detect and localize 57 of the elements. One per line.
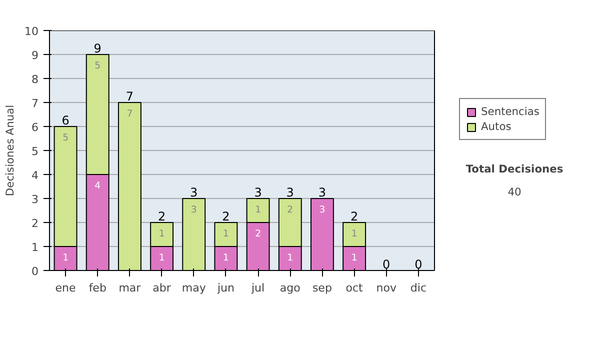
- y-tick-label: 10: [24, 25, 39, 38]
- total-label: 3: [254, 186, 262, 200]
- y-axis-title: Decisiones Anual: [4, 104, 17, 196]
- x-tick-label: jun: [216, 282, 234, 294]
- total-label: 2: [158, 210, 166, 224]
- data-label: 3: [319, 204, 326, 216]
- data-label: 7: [126, 108, 133, 120]
- data-label: 1: [158, 252, 165, 264]
- data-label: 1: [287, 252, 294, 264]
- x-tick-label: abr: [152, 282, 172, 294]
- data-label: 2: [255, 228, 262, 240]
- data-label: 1: [255, 204, 262, 216]
- y-tick-label: 8: [32, 73, 38, 86]
- total-label: 7: [126, 90, 134, 104]
- data-label: 1: [222, 228, 229, 240]
- x-tick-label: mar: [118, 282, 142, 294]
- x-tick-label: feb: [88, 282, 106, 294]
- data-label: 2: [287, 204, 294, 216]
- y-tick-label: 1: [32, 241, 38, 254]
- data-label: 3: [190, 204, 197, 216]
- y-tick-label: 9: [32, 49, 38, 62]
- data-label: 1: [351, 252, 358, 264]
- data-label: 4: [94, 180, 101, 192]
- y-tick-label: 7: [32, 97, 38, 110]
- total-label: 3: [318, 186, 326, 200]
- total-label: 2: [222, 210, 230, 224]
- y-tick-label: 6: [32, 121, 38, 134]
- x-tick-label: sep: [312, 282, 332, 294]
- total-label: 0: [414, 258, 422, 272]
- total-label: 9: [94, 42, 102, 56]
- total-label: 2: [350, 210, 358, 224]
- data-label: 1: [222, 252, 229, 264]
- y-tick-label: 5: [32, 145, 38, 158]
- y-tick-label: 3: [32, 193, 38, 206]
- data-label: 5: [62, 132, 69, 144]
- data-label: 1: [158, 228, 165, 240]
- data-label: 1: [62, 252, 69, 264]
- total-label: 3: [190, 186, 198, 200]
- data-label: 5: [94, 60, 101, 72]
- x-tick-label: ago: [280, 282, 301, 294]
- legend-label: Sentencias: [481, 105, 540, 118]
- legend-label: Autos: [481, 120, 512, 133]
- text: 40: [508, 186, 522, 198]
- y-tick-label: 4: [32, 169, 38, 182]
- text: Total Decisiones: [466, 162, 564, 176]
- x-tick-label: may: [182, 282, 206, 294]
- y-tick-label: 0: [32, 265, 38, 278]
- x-tick-label: jul: [250, 282, 265, 294]
- y-tick-label: 2: [32, 217, 38, 230]
- total-label: 6: [62, 114, 70, 128]
- x-tick-label: oct: [346, 282, 364, 294]
- total-label: 0: [382, 258, 390, 272]
- total-label: 3: [286, 186, 294, 200]
- x-tick-label: nov: [376, 282, 397, 294]
- x-tick-label: ene: [55, 282, 76, 294]
- data-label: 1: [351, 228, 358, 240]
- x-tick-label: dic: [410, 282, 427, 294]
